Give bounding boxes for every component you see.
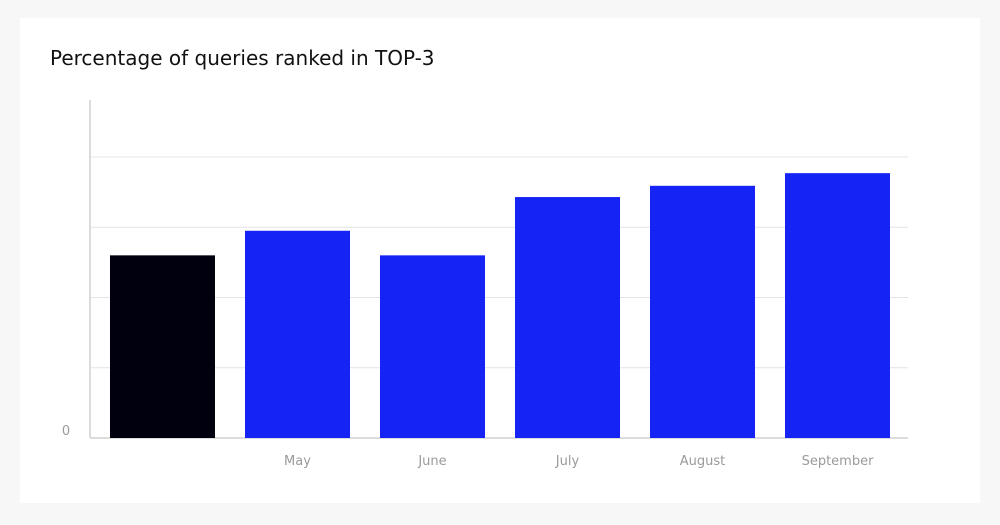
y-tick-label: 0 — [62, 424, 70, 439]
x-tick-label: May — [284, 454, 311, 469]
x-tick-label: September — [802, 454, 875, 469]
bar — [110, 255, 215, 438]
bar — [650, 185, 755, 438]
bar — [515, 197, 620, 438]
bar — [380, 255, 485, 438]
x-tick-label: June — [417, 454, 446, 469]
x-tick-label: August — [680, 454, 726, 469]
bar — [245, 230, 350, 438]
chart-title: Percentage of queries ranked in TOP-3 — [50, 46, 435, 70]
x-tick-label: July — [555, 454, 580, 469]
bar — [785, 173, 890, 438]
